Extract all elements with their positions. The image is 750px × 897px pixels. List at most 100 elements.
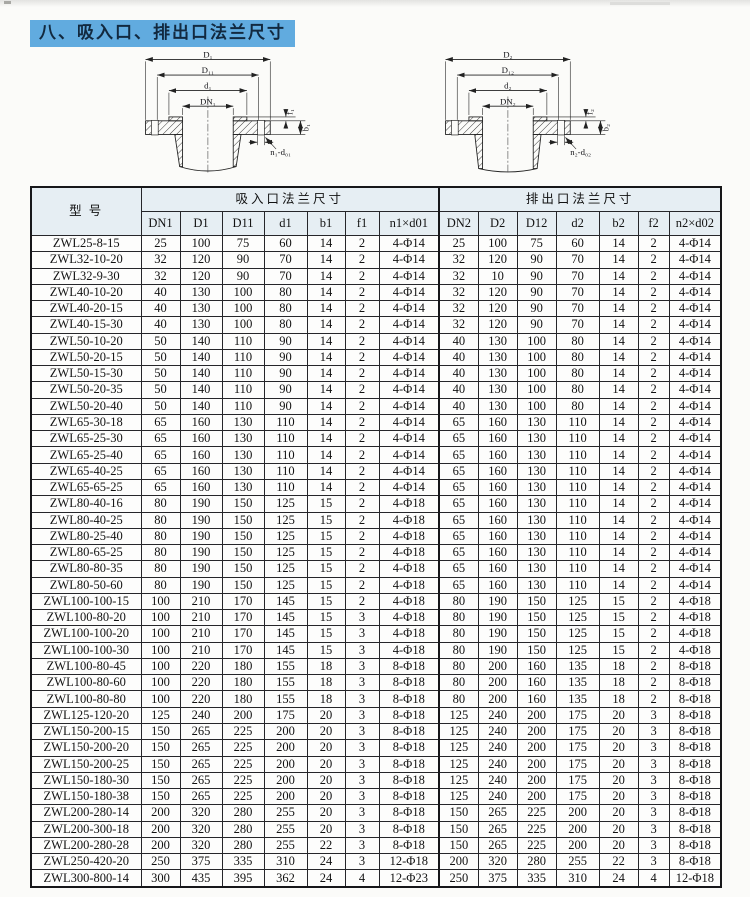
value-cell: 3	[344, 804, 380, 822]
value-cell: 110	[555, 544, 600, 562]
value-cell: 2	[637, 560, 670, 578]
value-cell: 75	[516, 234, 557, 253]
value-cell: 90	[221, 251, 265, 269]
value-cell: 8-Φ18	[378, 820, 440, 838]
value-cell: 4-Φ14	[668, 283, 722, 302]
value-cell: 110	[555, 560, 600, 578]
value-cell: 80	[140, 560, 181, 578]
value-cell: 225	[221, 788, 265, 806]
value-cell: 135	[555, 657, 600, 676]
value-cell: 80	[555, 381, 600, 399]
model-cell: ZWL65-30-18	[30, 413, 142, 432]
value-cell: 4-Φ18	[378, 527, 440, 546]
value-cell: 120	[179, 267, 223, 285]
value-cell: 150	[438, 836, 479, 855]
value-cell: 4-Φ14	[668, 348, 722, 367]
value-cell: 125	[263, 576, 308, 594]
model-cell: ZWL65-65-25	[30, 478, 142, 497]
value-cell: 4-Φ14	[668, 576, 722, 594]
value-cell: 170	[221, 625, 265, 643]
value-cell: 2	[344, 283, 380, 302]
value-cell: 130	[179, 283, 223, 302]
value-cell: 4-Φ14	[668, 332, 722, 350]
value-cell: 20	[598, 788, 639, 806]
value-cell: 3	[344, 739, 380, 757]
value-cell: 14	[598, 316, 639, 334]
table-row: ZWL100-80-80 100 220 180 155 18 3 8-Φ18 80 200 160…	[30, 690, 722, 708]
value-cell: 80	[438, 690, 479, 708]
table-row: ZWL65-65-25 65 160 130 110 14 2 4-Φ14 65 160 130 11…	[30, 478, 722, 497]
value-cell: 180	[221, 674, 265, 692]
value-cell: 320	[179, 804, 223, 822]
table-row: ZWL100-80-45 100 220 180 155 18 3 8-Φ18 80 200 160…	[30, 657, 722, 676]
value-cell: 4-Φ14	[668, 560, 722, 578]
table-row: ZWL300-800-14 300 435 395 362 24 4 12-Φ23 250 375…	[30, 869, 722, 888]
value-cell: 125	[140, 706, 181, 724]
value-cell: 4-Φ14	[668, 430, 722, 448]
value-cell: 24	[306, 853, 346, 871]
value-cell: 4-Φ14	[378, 267, 440, 285]
value-cell: 150	[221, 527, 265, 546]
value-cell: 335	[516, 869, 557, 888]
value-cell: 8-Φ18	[668, 722, 722, 741]
model-cell: ZWL150-200-15	[30, 722, 142, 741]
value-cell: 70	[555, 251, 600, 269]
dim-label-D2: D₂	[503, 50, 512, 59]
value-cell: 10	[477, 267, 518, 285]
model-cell: ZWL150-200-20	[30, 739, 142, 757]
value-cell: 2	[637, 397, 670, 415]
column-header-D11: D11	[221, 211, 265, 236]
value-cell: 65	[438, 413, 479, 432]
model-cell: ZWL65-25-40	[30, 446, 142, 464]
value-cell: 4-Φ14	[668, 316, 722, 334]
value-cell: 150	[140, 771, 181, 790]
column-header-f1: f1	[344, 211, 380, 236]
value-cell: 2	[344, 478, 380, 497]
dim-label-D1: D₁	[203, 50, 212, 59]
value-cell: 14	[306, 430, 346, 448]
value-cell: 4-Φ14	[378, 381, 440, 399]
value-cell: 2	[344, 267, 380, 285]
value-cell: 120	[477, 283, 518, 302]
value-cell: 150	[140, 722, 181, 741]
dim-label-DN2: DN₂	[500, 96, 516, 106]
value-cell: 20	[306, 722, 346, 741]
value-cell: 2	[637, 592, 670, 611]
value-cell: 18	[598, 690, 639, 708]
value-cell: 70	[555, 283, 600, 302]
value-cell: 2	[637, 527, 670, 546]
model-cell: ZWL80-80-35	[30, 560, 142, 578]
model-cell: ZWL50-20-15	[30, 348, 142, 367]
value-cell: 125	[555, 592, 600, 611]
value-cell: 150	[516, 609, 557, 627]
value-cell: 2	[344, 560, 380, 578]
dim-label-DN1: DN₁	[200, 96, 216, 106]
value-cell: 130	[221, 462, 265, 480]
table-row: ZWL65-30-18 65 160 130 110 14 2 4-Φ14 65 160 130 11…	[30, 413, 722, 432]
value-cell: 4-Φ14	[378, 316, 440, 334]
value-cell: 110	[221, 348, 265, 367]
value-cell: 110	[221, 332, 265, 350]
value-cell: 80	[263, 300, 308, 318]
value-cell: 160	[477, 527, 518, 546]
value-cell: 14	[306, 332, 346, 350]
value-cell: 70	[263, 251, 308, 269]
value-cell: 80	[555, 332, 600, 350]
value-cell: 265	[477, 820, 518, 838]
value-cell: 4-Φ14	[668, 495, 722, 513]
column-header-DN1: DN1	[140, 211, 181, 236]
value-cell: 200	[555, 820, 600, 838]
value-cell: 4-Φ14	[668, 267, 722, 285]
discharge-flange-diagram: D₂ D₁₂ d₂ DN₂ f₂ b₂ n₂-d₀₂	[428, 49, 618, 183]
value-cell: 310	[555, 869, 600, 888]
value-cell: 125	[263, 544, 308, 562]
value-cell: 14	[306, 267, 346, 285]
value-cell: 2	[637, 478, 670, 497]
value-cell: 90	[263, 348, 308, 367]
value-cell: 22	[306, 836, 346, 855]
value-cell: 150	[221, 576, 265, 594]
dim-label-D11: D₁₁	[202, 65, 214, 75]
value-cell: 90	[516, 283, 557, 302]
table-row: ZWL65-25-30 65 160 130 110 14 2 4-Φ14 65 160 130 11…	[30, 430, 722, 448]
